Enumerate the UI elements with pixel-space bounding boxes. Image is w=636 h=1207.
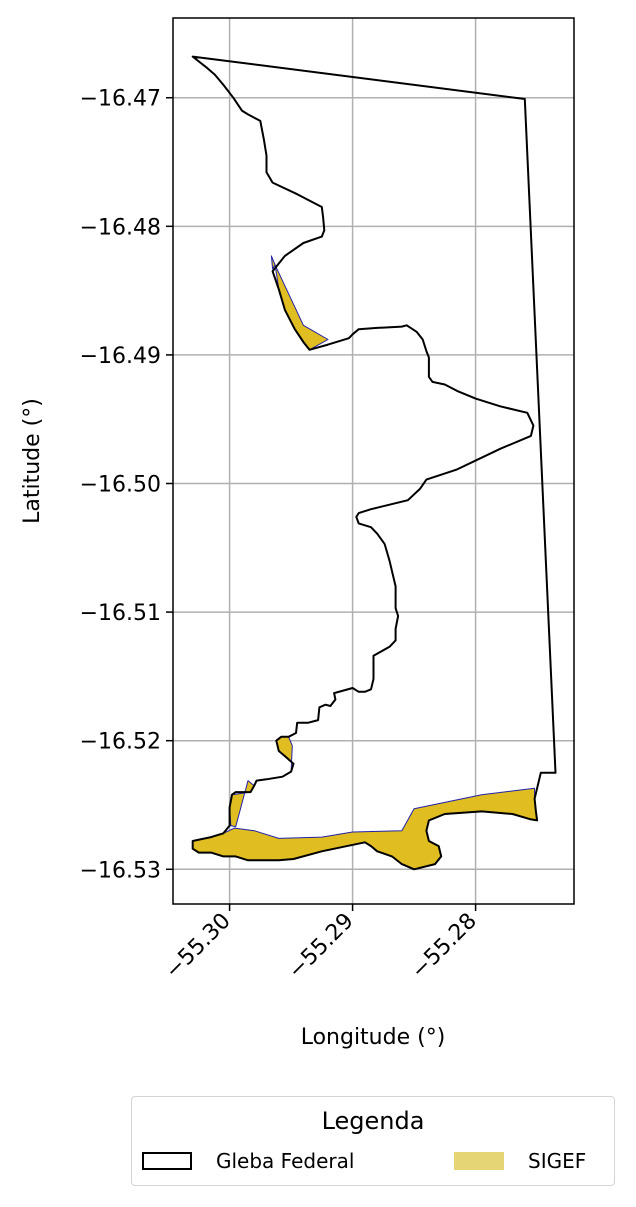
legend-swatch-fill bbox=[454, 1152, 504, 1170]
x-tick-label: −55.29 bbox=[284, 909, 359, 984]
y-tick-label: −16.49 bbox=[80, 344, 161, 369]
x-tick-label: −55.30 bbox=[161, 909, 236, 984]
y-tick-label: −16.48 bbox=[80, 215, 161, 240]
legend-title: Legenda bbox=[321, 1107, 425, 1135]
y-tick-label: −16.52 bbox=[80, 730, 161, 755]
legend-item-sigef: SIGEF bbox=[454, 1149, 586, 1173]
grid bbox=[173, 18, 574, 904]
y-tick-label: −16.51 bbox=[80, 601, 161, 626]
x-axis-label: Longitude (°) bbox=[301, 1025, 446, 1050]
sigef-polygon bbox=[275, 736, 294, 773]
legend-item-gleba-federal: Gleba Federal bbox=[142, 1149, 354, 1173]
y-axis-label: Latitude (°) bbox=[20, 398, 45, 524]
y-tick-label: −16.53 bbox=[80, 858, 161, 883]
y-tick-label: −16.50 bbox=[80, 473, 161, 498]
legend-swatch-outline bbox=[142, 1152, 192, 1170]
sigef-polygon bbox=[270, 255, 276, 270]
legend-label-gleba-federal: Gleba Federal bbox=[216, 1149, 355, 1173]
x-tick-label: −55.28 bbox=[407, 909, 482, 984]
legend-label-sigef: SIGEF bbox=[528, 1149, 587, 1173]
gleba-federal-boundary bbox=[191, 55, 557, 871]
map-chart: −55.30 −55.29 −55.28 −16.47 −16.48 −16.49 −16.… bbox=[20, 17, 575, 1050]
y-tick-label: −16.47 bbox=[80, 87, 161, 112]
sigef-polygon bbox=[274, 264, 329, 351]
plot-frame bbox=[172, 17, 575, 905]
map-layers bbox=[191, 55, 557, 871]
legend: Legenda Gleba Federal SIGEF bbox=[131, 1096, 615, 1186]
sigef-polygon bbox=[229, 780, 255, 828]
sigef-polygon bbox=[192, 787, 538, 870]
